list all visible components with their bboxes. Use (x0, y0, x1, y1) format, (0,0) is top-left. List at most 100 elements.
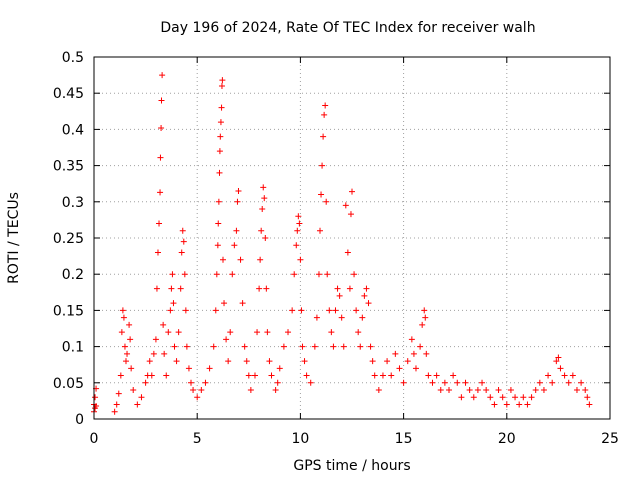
grid-lines (94, 57, 610, 419)
data-point (317, 227, 324, 234)
data-point (540, 387, 547, 394)
data-point (524, 401, 531, 408)
data-point (298, 307, 305, 314)
data-point (408, 336, 415, 343)
x-axis-ticks: 0 5 10 15 20 25 (90, 57, 619, 447)
x-tick-label: 10 (291, 431, 309, 447)
data-point (171, 343, 178, 350)
data-point (154, 249, 161, 256)
data-point (183, 343, 190, 350)
data-point (157, 189, 164, 196)
data-point (177, 285, 184, 292)
data-point (202, 379, 209, 386)
data-point (148, 372, 155, 379)
data-point (142, 379, 149, 386)
data-point (234, 198, 241, 205)
data-point (355, 329, 362, 336)
data-point (113, 401, 120, 408)
data-point (235, 187, 242, 194)
x-tick-label: 20 (498, 431, 516, 447)
data-point (322, 102, 329, 109)
data-point (318, 191, 325, 198)
data-point (175, 329, 182, 336)
data-point (557, 365, 564, 372)
data-point (229, 271, 236, 278)
data-point (536, 379, 543, 386)
data-point (573, 387, 580, 394)
y-tick-label: 0.1 (62, 340, 84, 356)
data-point (565, 379, 572, 386)
data-point (332, 307, 339, 314)
data-point (243, 358, 250, 365)
data-point (359, 314, 366, 321)
data-point (130, 387, 137, 394)
data-point (349, 188, 355, 195)
data-point (256, 285, 263, 292)
data-point (115, 390, 122, 397)
data-point (371, 372, 378, 379)
data-point (437, 387, 444, 394)
x-tick-label: 0 (90, 431, 99, 447)
data-point (179, 227, 186, 234)
data-point (134, 401, 141, 408)
data-point (346, 285, 353, 292)
data-point (190, 387, 197, 394)
data-point (296, 220, 303, 227)
data-point (291, 271, 298, 278)
data-point (512, 394, 519, 401)
data-point (214, 242, 221, 249)
data-point (216, 148, 223, 155)
data-point (313, 314, 320, 321)
data-point (470, 394, 477, 401)
data-point (181, 271, 188, 278)
data-point (441, 379, 448, 386)
data-point (423, 350, 430, 357)
data-point (127, 336, 134, 343)
data-point (239, 300, 246, 307)
data-point (124, 350, 131, 357)
data-point (218, 82, 225, 89)
data-point (400, 379, 407, 386)
data-point (336, 292, 343, 299)
data-point (92, 394, 99, 401)
data-point (285, 329, 292, 336)
x-axis-label: GPS time / hours (293, 458, 410, 474)
data-point (258, 227, 265, 234)
y-tick-label: 0.2 (62, 267, 84, 283)
data-point (532, 387, 539, 394)
x-tick-label: 15 (395, 431, 413, 447)
data-point (545, 372, 552, 379)
data-point (293, 242, 300, 249)
data-point (153, 285, 160, 292)
y-tick-label: 0.45 (53, 86, 84, 102)
data-point (340, 343, 347, 350)
y-tick-label: 0.15 (53, 303, 84, 319)
data-point (268, 372, 275, 379)
data-point (367, 343, 374, 350)
data-point (388, 372, 395, 379)
y-axis-ticks: 0 0.05 0.1 0.15 0.2 0.25 0.3 0.35 0.4 0.45 0.5 (53, 50, 610, 428)
data-points (91, 72, 593, 415)
data-point (363, 285, 370, 292)
data-point (260, 184, 267, 191)
y-tick-label: 0 (75, 412, 84, 428)
data-point (262, 235, 269, 241)
data-point (433, 372, 440, 379)
data-point (297, 256, 304, 263)
data-point (417, 343, 424, 350)
data-point (158, 97, 165, 104)
data-point (241, 343, 248, 350)
data-point (561, 372, 568, 379)
data-point (180, 238, 187, 245)
data-point (182, 307, 189, 314)
data-point (299, 343, 306, 350)
data-point (223, 336, 230, 343)
data-point (342, 202, 349, 209)
data-point (351, 271, 358, 278)
data-point (294, 227, 301, 234)
data-point (216, 169, 223, 176)
data-point (384, 358, 391, 365)
data-point (111, 408, 118, 415)
data-point (117, 372, 124, 379)
data-point (425, 372, 432, 379)
